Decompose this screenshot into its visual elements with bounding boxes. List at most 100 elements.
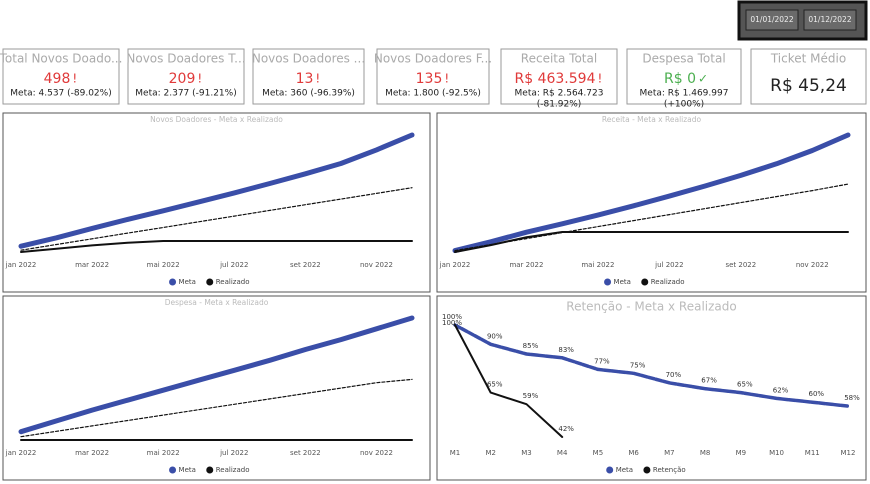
data-label: 83%	[558, 346, 574, 354]
x-tick-label: nov 2022	[360, 449, 393, 457]
kpi-title: Novos Doadores ...	[252, 52, 365, 66]
series-line	[18, 315, 415, 435]
series-line	[454, 183, 849, 252]
legend-label: Meta	[179, 466, 196, 474]
kpi-title: Receita Total	[521, 52, 597, 66]
kpi-value: R$ 0	[664, 71, 696, 87]
data-label: 70%	[666, 371, 682, 379]
data-label: 100%	[442, 319, 462, 327]
data-label: 67%	[701, 377, 717, 385]
series-line	[452, 132, 851, 254]
kpi-icon: ✓	[698, 72, 708, 86]
series-line	[453, 323, 850, 408]
data-label: 58%	[844, 394, 860, 402]
data-label: 77%	[594, 357, 610, 365]
legend-marker	[206, 278, 214, 286]
kpi-card	[376, 48, 490, 105]
legend-marker	[643, 466, 651, 474]
legend-label: Meta	[616, 466, 633, 474]
x-tick-label: M12	[841, 449, 856, 457]
data-label: 100%	[442, 313, 462, 321]
x-tick-label: M11	[805, 449, 820, 457]
x-tick-label: M4	[557, 449, 568, 457]
x-tick-label: mar 2022	[75, 449, 109, 457]
legend-label: Meta	[614, 278, 631, 286]
legend-label: Retenção	[653, 466, 686, 474]
x-tick-label: M1	[450, 449, 461, 457]
x-tick-label: mai 2022	[147, 261, 180, 269]
kpi-meta: Meta: 1.800 (-92.5%)	[385, 89, 481, 99]
kpi-meta: Meta: R$ 1.469.997	[640, 89, 729, 99]
x-tick-label: mar 2022	[509, 261, 543, 269]
x-tick-label: jul 2022	[219, 261, 248, 269]
legend-marker	[206, 466, 214, 474]
x-tick-label: M6	[628, 449, 639, 457]
data-label: 60%	[808, 390, 824, 398]
x-tick-label: mar 2022	[75, 261, 109, 269]
x-tick-label: nov 2022	[360, 261, 393, 269]
kpi-card	[2, 48, 120, 105]
legend-marker	[606, 466, 614, 474]
x-tick-label: jan 2022	[5, 261, 37, 269]
series-line	[20, 378, 413, 438]
data-label: 65%	[487, 381, 503, 389]
kpi-icon: !	[197, 72, 202, 86]
legend-marker	[641, 278, 649, 286]
chart-panel	[436, 295, 867, 481]
series-line	[454, 231, 849, 253]
series-line	[18, 132, 415, 249]
chart-panel	[2, 112, 431, 293]
kpi-value: R$ 463.594	[515, 71, 596, 87]
legend-marker	[169, 466, 177, 474]
data-label: 90%	[487, 332, 503, 340]
chart-panel	[2, 295, 431, 481]
date-text[interactable]: 01/01/2022	[750, 15, 793, 24]
x-tick-label: mai 2022	[581, 261, 614, 269]
kpi-value: 13	[296, 71, 314, 87]
data-label: 85%	[523, 342, 539, 350]
x-tick-label: set 2022	[290, 449, 321, 457]
kpi-card	[626, 48, 742, 105]
x-tick-label: set 2022	[725, 261, 756, 269]
kpi-title: Despesa Total	[642, 52, 725, 66]
date-input[interactable]	[745, 9, 799, 31]
kpi-meta: Meta: 360 (-96.39%)	[262, 89, 355, 99]
legend-marker	[169, 278, 177, 286]
kpi-card	[750, 48, 867, 105]
chart-title: Despesa - Meta x Realizado	[165, 298, 269, 307]
kpi-title: Total Novos Doado...	[0, 52, 122, 66]
date-text[interactable]: 01/12/2022	[808, 15, 851, 24]
x-tick-label: M9	[736, 449, 747, 457]
x-tick-label: jul 2022	[219, 449, 248, 457]
x-tick-label: M10	[769, 449, 784, 457]
x-tick-label: set 2022	[290, 261, 321, 269]
kpi-meta: (+100%)	[664, 100, 704, 110]
kpi-card	[500, 48, 618, 105]
data-label: 62%	[773, 386, 789, 394]
kpi-icon: !	[597, 72, 602, 86]
x-tick-label: nov 2022	[796, 261, 829, 269]
x-tick-label: M3	[521, 449, 532, 457]
kpi-card	[127, 48, 245, 105]
chart-title: Novos Doadores - Meta x Realizado	[150, 115, 283, 124]
x-tick-label: mai 2022	[147, 449, 180, 457]
legend-marker	[604, 278, 612, 286]
legend-label: Realizado	[651, 278, 685, 286]
series-line	[454, 324, 564, 438]
x-tick-label: jan 2022	[439, 261, 471, 269]
kpi-title: Ticket Médio	[770, 52, 846, 66]
data-label: 42%	[558, 425, 574, 433]
series-line	[20, 187, 413, 251]
x-tick-label: M5	[593, 449, 604, 457]
kpi-icon: !	[444, 72, 449, 86]
kpi-value: 498	[44, 71, 71, 87]
date-input[interactable]	[803, 9, 857, 31]
data-label: 65%	[737, 381, 753, 389]
x-tick-label: jan 2022	[5, 449, 37, 457]
legend-label: Meta	[179, 278, 196, 286]
chart-title: Receita - Meta x Realizado	[602, 115, 702, 124]
kpi-title: Novos Doadores F...	[374, 52, 492, 66]
data-label: 75%	[630, 361, 646, 369]
x-tick-label: M8	[700, 449, 711, 457]
kpi-value: 135	[416, 71, 443, 87]
